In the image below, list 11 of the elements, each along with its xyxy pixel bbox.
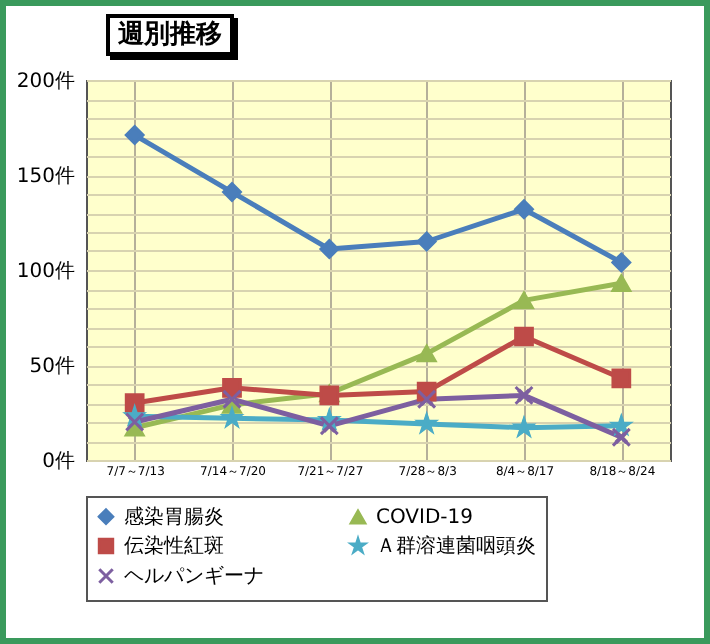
legend-label: 感染胃腸炎	[124, 504, 224, 529]
y-tick-label: 100件	[16, 261, 75, 283]
legend-label: ヘルパンギーナ	[124, 564, 264, 588]
legend-label: 伝染性紅斑	[124, 534, 224, 558]
chart-title: 週別推移	[106, 14, 234, 56]
y-tick-label: 50件	[29, 356, 75, 378]
y-tick-label: 200件	[16, 71, 75, 93]
y-tick-label: 150件	[16, 166, 75, 188]
legend-label: Ａ群溶連菌咽頭炎	[376, 534, 536, 558]
legend-label: COVID-19	[376, 507, 474, 530]
y-tick-label: 0件	[42, 451, 75, 473]
